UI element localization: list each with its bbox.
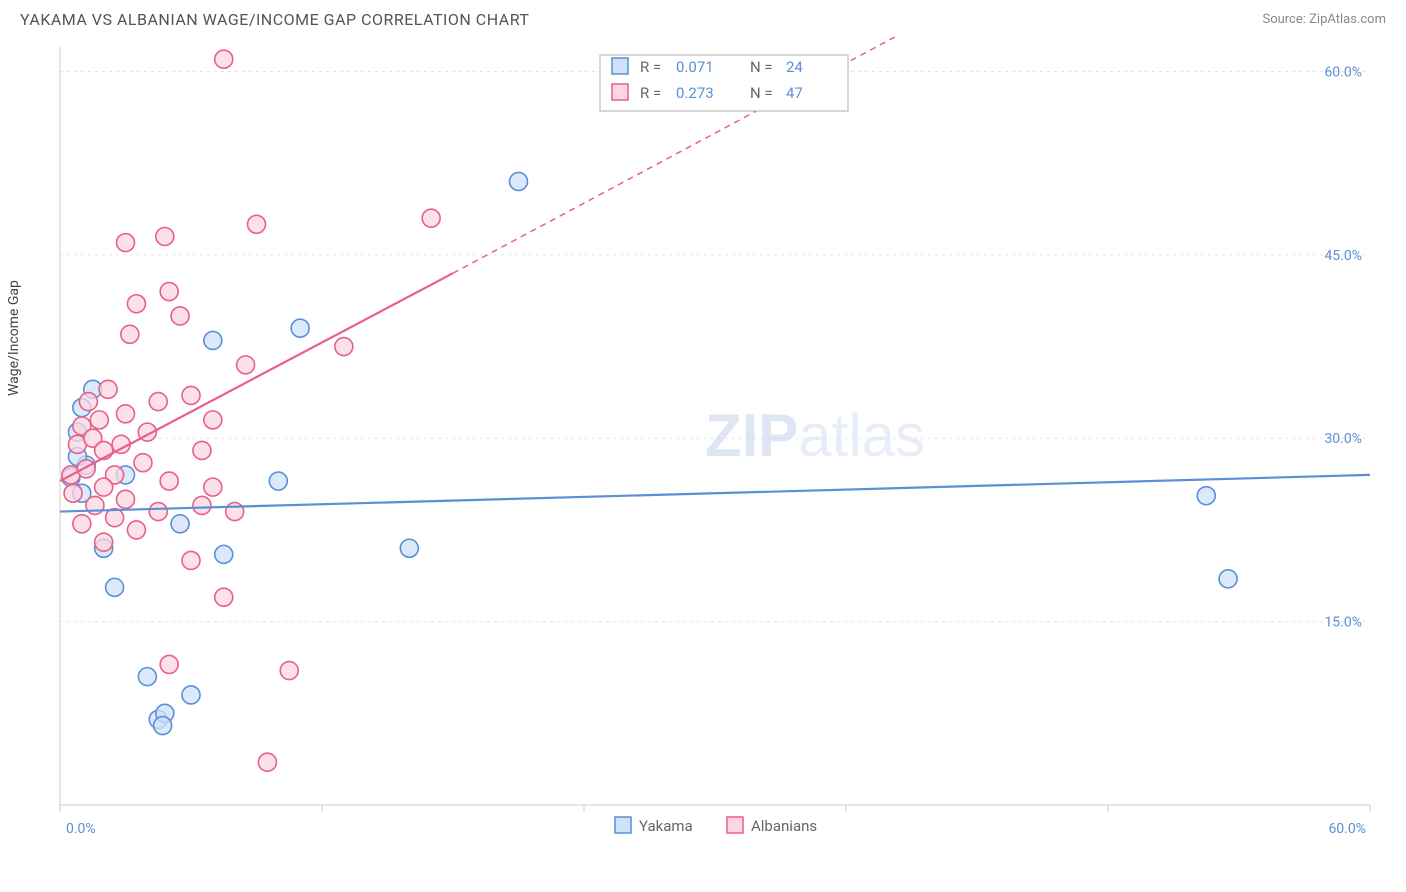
scatter-point <box>73 515 91 533</box>
scatter-point <box>215 50 233 68</box>
legend-swatch <box>612 58 628 74</box>
legend-label: Albanians <box>751 817 817 835</box>
title-bar: YAKAMA VS ALBANIAN WAGE/INCOME GAP CORRE… <box>0 0 1406 35</box>
scatter-point <box>204 331 222 349</box>
legend-swatch <box>615 817 631 833</box>
scatter-point <box>291 319 309 337</box>
scatter-point <box>226 503 244 521</box>
x-tick-label: 60.0% <box>1328 821 1366 837</box>
legend-r-value: 0.071 <box>676 58 714 76</box>
scatter-point <box>99 380 117 398</box>
legend-r-label: R = <box>640 84 661 102</box>
scatter-point <box>117 234 135 252</box>
scatter-point <box>269 472 287 490</box>
scatter-point <box>160 655 178 673</box>
chart-area: 0.0% 60.0% 15.0% 30.0% 45.0% 60.0% ZIPatlas R =… <box>50 35 1386 845</box>
scatter-point <box>154 717 172 735</box>
scatter-point <box>193 441 211 459</box>
scatter-point <box>77 460 95 478</box>
scatter-point <box>95 533 113 551</box>
legend-swatch <box>727 817 743 833</box>
scatter-point <box>280 662 298 680</box>
scatter-point <box>204 411 222 429</box>
scatter-point <box>248 215 266 233</box>
scatter-point <box>215 588 233 606</box>
scatter-point <box>171 307 189 325</box>
scatter-point <box>1219 570 1237 588</box>
scatter-point <box>422 209 440 227</box>
scatter-point <box>1197 487 1215 505</box>
x-tick-label: 0.0% <box>66 821 96 837</box>
chart-title: YAKAMA VS ALBANIAN WAGE/INCOME GAP CORRE… <box>20 10 529 29</box>
watermark: ZIPatlas <box>705 402 925 469</box>
scatter-point <box>400 539 418 557</box>
scatter-point <box>237 356 255 374</box>
y-tick-label: 45.0% <box>1324 248 1362 264</box>
scatter-point <box>127 295 145 313</box>
scatter-point <box>149 393 167 411</box>
scatter-point <box>182 686 200 704</box>
legend-box <box>600 55 848 111</box>
scatter-point <box>182 551 200 569</box>
scatter-point <box>258 753 276 771</box>
y-tick-label: 60.0% <box>1324 64 1362 80</box>
scatter-point <box>193 496 211 514</box>
scatter-point <box>95 478 113 496</box>
y-tick-label: 15.0% <box>1324 615 1362 631</box>
scatter-chart: 0.0% 60.0% 15.0% 30.0% 45.0% 60.0% ZIPatlas R =… <box>50 35 1386 845</box>
trend-line <box>60 475 1370 512</box>
scatter-point <box>160 472 178 490</box>
scatter-point <box>138 668 156 686</box>
scatter-point <box>182 386 200 404</box>
scatter-point <box>156 228 174 246</box>
y-tick-label: 30.0% <box>1324 431 1362 447</box>
scatter-point <box>106 578 124 596</box>
trend-line <box>60 273 453 481</box>
legend-r-value: 0.273 <box>676 84 714 102</box>
scatter-point <box>117 490 135 508</box>
scatter-point <box>215 545 233 563</box>
legend-n-value: 24 <box>786 58 803 76</box>
scatter-point <box>160 283 178 301</box>
scatter-point <box>121 325 139 343</box>
scatter-point <box>90 411 108 429</box>
scatter-point <box>117 405 135 423</box>
legend-label: Yakama <box>639 817 693 835</box>
scatter-point <box>64 484 82 502</box>
y-axis-label: Wage/Income Gap <box>6 280 22 396</box>
source-label: Source: ZipAtlas.com <box>1262 12 1386 27</box>
scatter-point <box>171 515 189 533</box>
scatter-point <box>106 509 124 527</box>
scatter-point <box>149 503 167 521</box>
scatter-point <box>79 393 97 411</box>
legend-n-label: N = <box>750 58 773 76</box>
scatter-point <box>204 478 222 496</box>
legend-n-label: N = <box>750 84 773 102</box>
scatter-point <box>127 521 145 539</box>
scatter-point <box>335 338 353 356</box>
scatter-point <box>510 172 528 190</box>
legend-n-value: 47 <box>786 84 803 102</box>
legend-r-label: R = <box>640 58 661 76</box>
legend-swatch <box>612 84 628 100</box>
scatter-point <box>134 454 152 472</box>
